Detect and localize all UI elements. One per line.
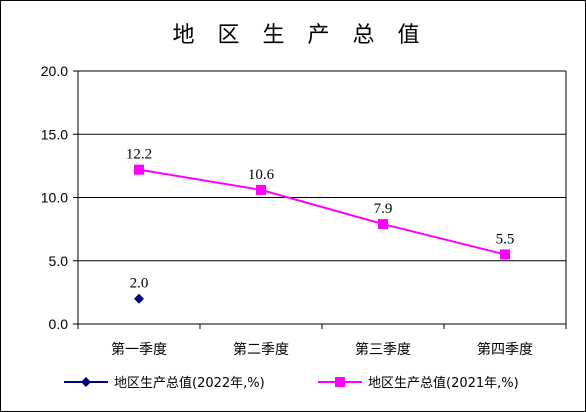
chart-title: 地 区 生 产 总 值 <box>173 23 428 48</box>
y-tick-label: 0.0 <box>49 316 69 332</box>
x-category-label: 第一季度 <box>111 341 167 358</box>
legend-item: 地区生产总值(2022年,%) <box>64 375 265 391</box>
series-1: 12.2 10.6 7.9 5.5 <box>126 147 515 260</box>
y-tick-label: 5.0 <box>49 253 69 269</box>
data-point <box>134 164 144 175</box>
data-point <box>500 249 510 260</box>
data-label: 5.5 <box>496 231 515 247</box>
data-point <box>256 184 266 195</box>
legend-item: 地区生产总值(2021年,%) <box>318 375 519 391</box>
legend-marker <box>335 377 345 387</box>
legend-label: 地区生产总值(2021年,%) <box>368 375 519 391</box>
legend-marker <box>81 377 91 387</box>
y-tick-label: 15.0 <box>41 126 68 142</box>
x-category-label: 第四季度 <box>477 341 533 358</box>
data-label: 10.6 <box>248 167 275 183</box>
data-label: 7.9 <box>374 201 393 217</box>
series-layer: 2.0 12.2 10.6 7.9 5.5 <box>126 147 515 304</box>
series-line <box>138 168 506 256</box>
legend-label: 地区生产总值(2022年,%) <box>114 375 265 391</box>
y-axis-ticks: 0.0 5.0 10.0 15.0 20.0 <box>41 63 78 332</box>
x-category-label: 第三季度 <box>355 341 411 358</box>
data-point <box>378 219 388 230</box>
grid-lines <box>78 70 566 262</box>
legend: 地区生产总值(2022年,%) 地区生产总值(2021年,%) <box>64 375 519 391</box>
data-point <box>134 293 144 304</box>
x-axis-categories: 第一季度 第二季度 第三季度 第四季度 <box>77 324 567 358</box>
data-label: 12.2 <box>126 147 152 163</box>
data-label: 2.0 <box>130 276 149 292</box>
y-tick-label: 20.0 <box>41 63 68 79</box>
series-0: 2.0 <box>130 276 149 304</box>
y-tick-label: 10.0 <box>41 190 68 206</box>
x-category-label: 第二季度 <box>233 341 289 358</box>
